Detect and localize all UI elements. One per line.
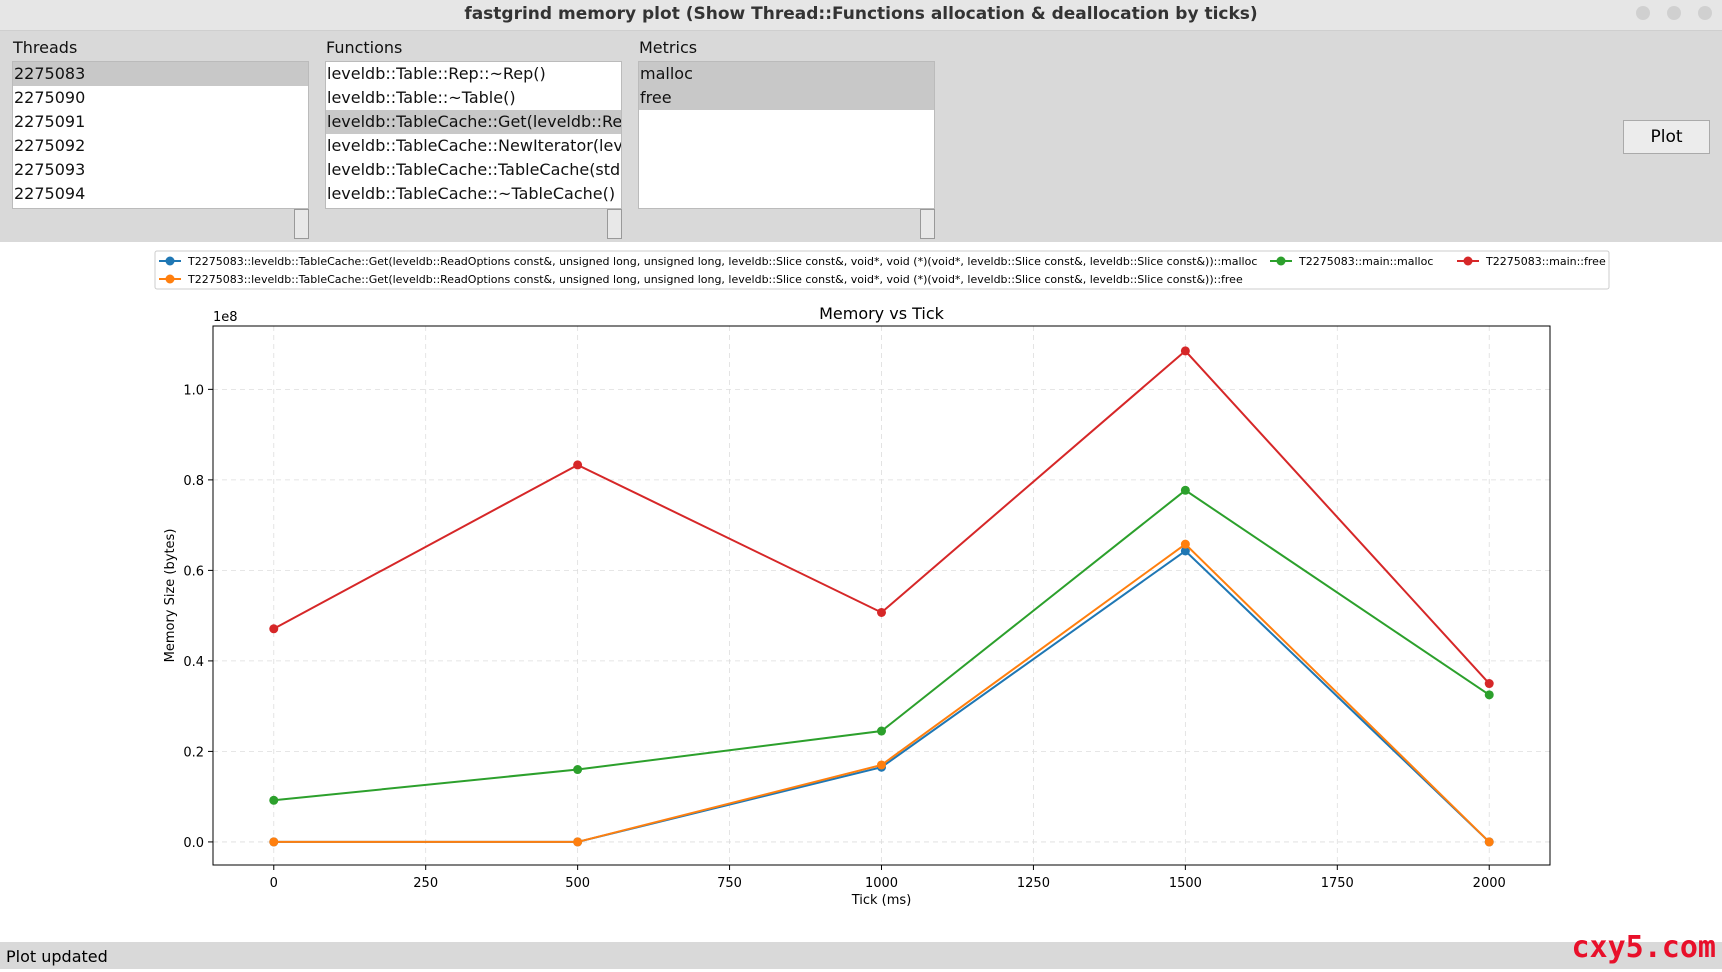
list-item[interactable]: 2275093 (14, 160, 86, 179)
list-item[interactable]: 2275092 (14, 136, 86, 155)
panel-label: Metrics (639, 38, 698, 57)
y-tick-label: 0.4 (183, 655, 204, 670)
legend-label: T2275083::leveldb::TableCache::Get(level… (187, 255, 1257, 268)
x-tick-label: 1000 (865, 876, 898, 891)
list-item[interactable]: free (639, 86, 934, 110)
x-tick-label: 1750 (1321, 876, 1354, 891)
plot-button[interactable]: Plot (1623, 120, 1710, 154)
data-point (877, 726, 886, 736)
maximize-button[interactable] (1667, 6, 1681, 20)
plot-area (213, 326, 1550, 865)
list-item[interactable]: malloc (639, 62, 934, 86)
list-item[interactable]: 2275091 (14, 112, 86, 131)
minimize-button[interactable] (1636, 6, 1650, 20)
data-point (1484, 690, 1494, 700)
x-tick-label: 250 (413, 876, 438, 891)
x-tick-label: 2000 (1473, 876, 1506, 891)
x-tick-label: 750 (717, 876, 742, 891)
legend-marker (1463, 256, 1473, 266)
legend-marker (165, 274, 175, 284)
legend-label: T2275083::main::malloc (1298, 255, 1433, 268)
chart-title: Memory vs Tick (819, 304, 945, 323)
list-item[interactable]: leveldb::TableCache::NewIterator(leveldl (327, 136, 622, 155)
data-point (1484, 837, 1494, 847)
legend-marker (165, 256, 175, 266)
x-tick-label: 0 (270, 876, 278, 891)
watermark: cxy5.com (1571, 930, 1717, 965)
y-tick-label: 0.6 (183, 564, 204, 579)
data-point (573, 765, 583, 775)
data-point (1180, 485, 1190, 495)
status-bar: Plot updated (0, 942, 1722, 969)
list-item[interactable]: leveldb::TableCache::Get(leveldb::ReadC (326, 110, 621, 134)
data-point (269, 624, 279, 634)
data-point (573, 837, 583, 847)
window-title: fastgrind memory plot (Show Thread::Func… (0, 0, 1722, 31)
y-tick-label: 0.0 (183, 836, 204, 851)
x-tick-label: 500 (565, 876, 590, 891)
list-item[interactable]: leveldb::Table::~Table() (327, 88, 516, 107)
list-item[interactable]: 2275094 (14, 184, 86, 203)
listbox: 2275083 2275090 2275091 2275092 2275093 22750… (12, 61, 309, 209)
list-item[interactable]: leveldb::TableCache::~TableCache() (327, 184, 616, 203)
scrollbar[interactable] (607, 209, 622, 239)
data-point (269, 837, 279, 847)
scrollbar[interactable] (294, 209, 309, 239)
legend-label: T2275083::main::free (1485, 255, 1606, 268)
y-tick-label: 0.8 (183, 474, 204, 489)
panel-label: Threads (13, 38, 78, 57)
chart: 0 250 500 750 1000 1250 1500 1750 2000 0.0 0.2 0.4 0… (154, 250, 1610, 908)
y-tick-label: 1.0 (183, 383, 204, 398)
close-button[interactable] (1698, 6, 1712, 20)
data-point (573, 460, 583, 470)
list-item[interactable]: leveldb::TableCache::TableCache(std::__ (327, 160, 622, 179)
data-point (1180, 546, 1190, 556)
list-item[interactable]: 2275090 (14, 88, 86, 107)
listbox: malloc free (638, 61, 935, 209)
data-point (1484, 679, 1494, 689)
listbox: leveldb::Table::Rep::~Rep()leveldb::Tabl… (325, 61, 622, 209)
data-point (1180, 346, 1190, 356)
legend-label: T2275083::leveldb::TableCache::Get(level… (187, 273, 1243, 286)
scrollbar[interactable] (920, 209, 935, 239)
data-point (269, 795, 279, 805)
x-tick-label: 1500 (1169, 876, 1202, 891)
panel-label: Functions (326, 38, 403, 57)
y-tick-label: 0.2 (183, 745, 204, 760)
y-axis-label: Memory Size (bytes) (163, 529, 178, 663)
x-tick-label: 1250 (1017, 876, 1050, 891)
legend-box (154, 250, 1610, 290)
list-item[interactable]: leveldb::Table::Rep::~Rep() (327, 64, 546, 83)
list-item[interactable]: 2275083 (13, 62, 308, 86)
axes-frame (212, 325, 1551, 866)
y-offset-label: 1e8 (213, 310, 238, 325)
data-point (1180, 539, 1190, 549)
x-axis-label: Tick (ms) (851, 893, 912, 908)
legend-marker (1276, 256, 1286, 266)
data-point (877, 607, 886, 617)
data-point (877, 760, 886, 770)
